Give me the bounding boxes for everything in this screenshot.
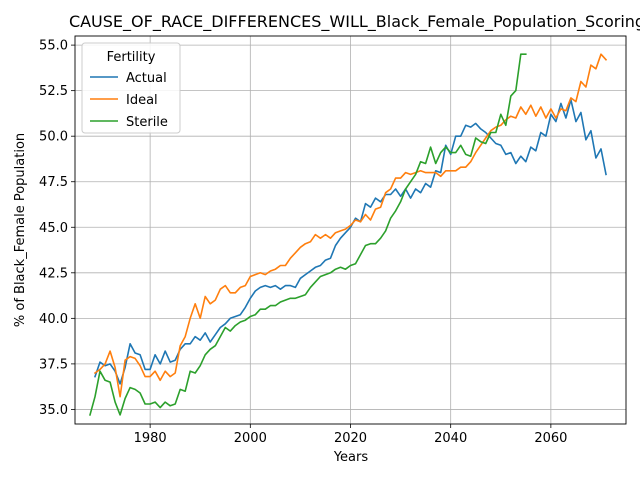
y-tick-label: 45.0 bbox=[39, 221, 68, 236]
y-tick-label: 50.0 bbox=[39, 130, 68, 145]
x-tick-label: 1980 bbox=[134, 431, 167, 446]
legend-box bbox=[81, 42, 181, 134]
y-axis-label: % of Black_Female Population bbox=[13, 133, 28, 327]
y-tick-label: 52.5 bbox=[39, 84, 68, 99]
legend-label-sterile: Sterile bbox=[126, 115, 168, 130]
legend-title: Fertility bbox=[107, 50, 156, 65]
x-axis: 1980 2000 2020 2040 2060 bbox=[134, 424, 567, 446]
y-tick-label: 47.5 bbox=[39, 175, 68, 190]
y-axis: 35.0 37.5 40.0 42.5 45.0 47.5 50.0 52.5 55.0 bbox=[39, 39, 75, 418]
series-line-ideal bbox=[93, 53, 608, 398]
legend-items: Actual Ideal Sterile bbox=[90, 71, 168, 130]
y-tick-label: 35.0 bbox=[39, 403, 68, 418]
x-tick-label: 2020 bbox=[334, 431, 367, 446]
y-tick-label: 42.5 bbox=[39, 266, 68, 281]
y-tick-label: 40.0 bbox=[39, 312, 68, 327]
chart-title: CAUSE_OF_RACE_DIFFERENCES_WILL_Black_Fem… bbox=[69, 12, 640, 32]
legend-label-actual: Actual bbox=[126, 71, 167, 86]
legend: Fertility Actual Ideal Sterile bbox=[81, 42, 181, 134]
series-group bbox=[89, 53, 608, 416]
legend-label-ideal: Ideal bbox=[126, 93, 158, 108]
y-tick-label: 37.5 bbox=[39, 357, 68, 372]
x-tick-label: 2060 bbox=[534, 431, 567, 446]
x-tick-label: 2000 bbox=[234, 431, 267, 446]
x-tick-label: 2040 bbox=[434, 431, 467, 446]
x-axis-label: Years bbox=[333, 450, 369, 465]
series-line-sterile bbox=[89, 53, 527, 416]
y-tick-label: 55.0 bbox=[39, 39, 68, 54]
